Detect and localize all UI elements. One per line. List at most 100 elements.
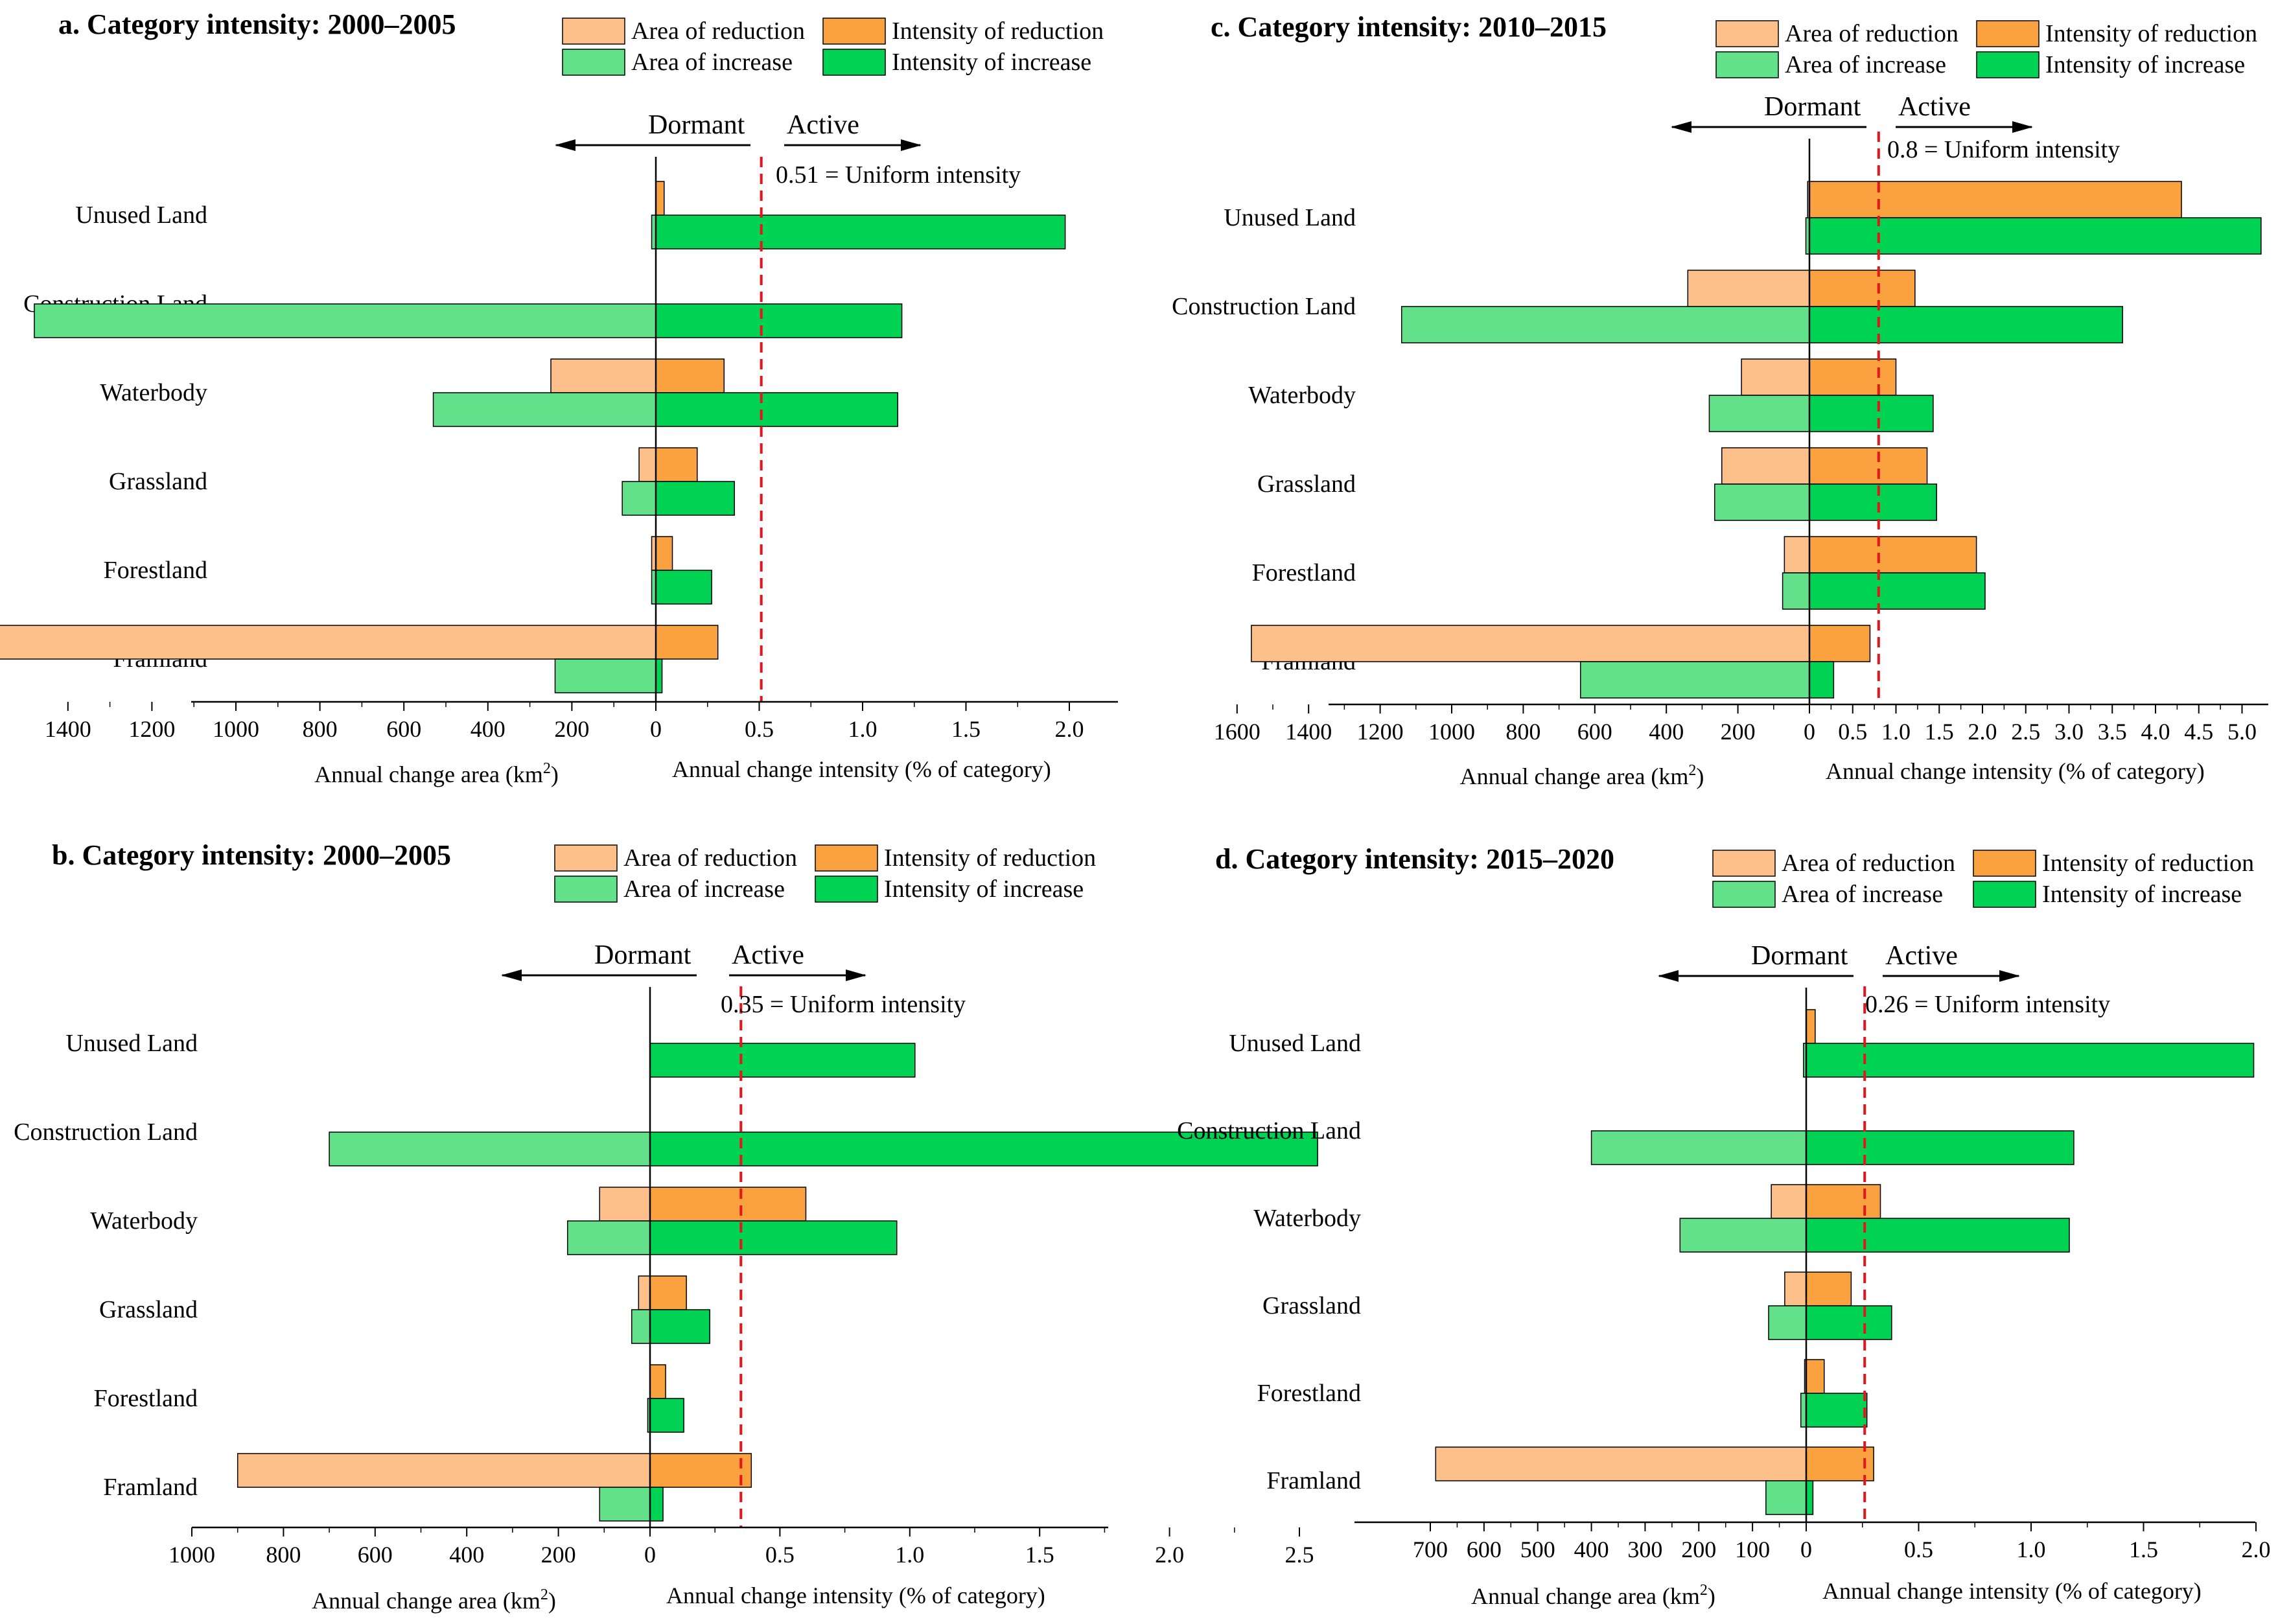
legend-swatch	[1973, 850, 2036, 877]
active-label: Active	[1898, 92, 1971, 122]
x-tick-label: 2.0	[2242, 1537, 2271, 1562]
bar-area-of-reduction	[0, 625, 657, 660]
active-label: Active	[732, 940, 804, 970]
x-tick-label: 0	[1804, 719, 1815, 745]
x-tick-label: 1200	[1357, 719, 1404, 745]
dormant-label: Dormant	[1764, 92, 1861, 122]
category-label: Construction Land	[1177, 1117, 1361, 1144]
bar-area-of-reduction	[1784, 1271, 1807, 1306]
x-tick-label: 200	[1681, 1537, 1716, 1562]
category-label: Forestland	[104, 557, 207, 584]
bar-intensity-of-increase	[1806, 1393, 1868, 1428]
area-axis-label: Annual change area (km2)	[314, 760, 559, 787]
x-tick-label: 100	[1735, 1537, 1770, 1562]
category-label: Framland	[1266, 1467, 1361, 1494]
x-tick-label: 4.5	[2184, 719, 2213, 745]
x-tick-label: 3.0	[2054, 719, 2084, 745]
bar-intensity-of-increase	[649, 1398, 684, 1433]
bar-intensity-of-increase	[649, 1043, 916, 1078]
bar-area-of-increase	[566, 1220, 651, 1255]
active-label: Active	[1885, 941, 1958, 971]
category-label: Construction Land	[1172, 293, 1356, 320]
bar-area-of-reduction	[1435, 1446, 1807, 1481]
x-tick-label: 200	[1721, 719, 1756, 745]
bar-area-of-increase	[1714, 483, 1810, 521]
uniform-intensity-label: 0.35 = Uniform intensity	[721, 991, 966, 1018]
legend-label: Area of increase	[1785, 51, 1946, 78]
x-tick-label: 2.0	[1968, 719, 1997, 745]
x-tick-label: 200	[541, 1542, 576, 1568]
bar-intensity-of-increase	[1809, 306, 2124, 343]
legend-swatch	[1976, 51, 2040, 78]
x-tick-label: 800	[266, 1542, 301, 1568]
bar-intensity-of-reduction	[1806, 1271, 1852, 1306]
bar-intensity-of-reduction	[649, 1364, 666, 1399]
bar-intensity-of-increase	[1806, 1130, 2075, 1165]
panel-title: c. Category intensity: 2010–2015	[1211, 11, 1607, 43]
dormant-arrowhead	[1658, 970, 1679, 982]
legend-label: Area of increase	[631, 49, 793, 76]
bar-area-of-increase	[1590, 1130, 1807, 1165]
bar-area-of-increase	[622, 481, 657, 516]
category-label: Grassland	[1262, 1292, 1361, 1319]
legend-swatch	[1712, 850, 1776, 877]
x-tick-label: 700	[1413, 1537, 1448, 1562]
x-tick-label: 0	[650, 716, 662, 742]
bar-intensity-of-increase	[655, 303, 903, 338]
legend-swatch	[554, 876, 618, 903]
legend-label: Intensity of increase	[892, 49, 1091, 76]
legend-swatch	[1712, 881, 1776, 908]
bar-area-of-reduction	[1687, 270, 1810, 307]
legend-label: Intensity of reduction	[2042, 850, 2254, 877]
x-tick-label: 3.5	[2098, 719, 2127, 745]
x-tick-label: 0	[1800, 1537, 1812, 1562]
legend-label: Area of increase	[1782, 881, 1943, 908]
category-label: Forestland	[1252, 559, 1356, 586]
x-tick-label: 2.5	[2011, 719, 2040, 745]
x-tick-label: 1000	[1428, 719, 1475, 745]
x-tick-label: 1200	[128, 716, 175, 742]
legend-label: Area of increase	[623, 876, 785, 903]
uniform-intensity-label: 0.51 = Uniform intensity	[776, 161, 1021, 189]
bar-area-of-reduction	[1251, 625, 1810, 662]
bar-intensity-of-increase	[655, 658, 663, 693]
category-label: Waterbody	[1248, 382, 1356, 409]
legend-swatch	[822, 49, 886, 76]
bar-area-of-reduction	[1741, 358, 1810, 396]
bar-intensity-of-increase	[649, 1131, 1318, 1166]
category-label: Grassland	[1257, 470, 1356, 498]
category-label: Construction Land	[14, 1119, 198, 1146]
x-tick-label: 5.0	[2227, 719, 2257, 745]
intensity-axis-label: Annual change intensity (% of category)	[1822, 1578, 2202, 1604]
bar-intensity-of-increase	[1806, 1043, 2255, 1078]
legend-label: Intensity of increase	[2042, 881, 2242, 908]
active-arrowhead	[901, 139, 922, 151]
bar-area-of-increase	[1401, 306, 1810, 343]
bar-intensity-of-increase	[649, 1309, 710, 1344]
bar-area-of-increase	[1782, 572, 1810, 610]
panel-c: c. Category intensity: 2010–2015 Area of …	[1172, 11, 2268, 789]
bar-area-of-increase	[34, 303, 657, 338]
bar-area-of-increase	[1708, 395, 1810, 432]
x-tick-label: 400	[1649, 719, 1684, 745]
x-tick-label: 600	[1577, 719, 1612, 745]
legend-label: Intensity of increase	[2045, 51, 2245, 78]
bar-area-of-increase	[1679, 1218, 1807, 1253]
area-axis-label: Annual change area (km2)	[1460, 762, 1704, 789]
uniform-intensity-label: 0.8 = Uniform intensity	[1887, 136, 2120, 163]
legend-label: Intensity of increase	[884, 876, 1084, 903]
category-label: Unused Land	[1229, 1030, 1361, 1057]
bar-intensity-of-reduction	[1809, 447, 1928, 485]
bar-intensity-of-increase	[655, 392, 898, 427]
bar-area-of-increase	[1765, 1480, 1807, 1515]
legend-swatch	[1976, 20, 2040, 47]
bar-intensity-of-increase	[1806, 1480, 1814, 1515]
category-label: Forestland	[94, 1385, 198, 1412]
x-tick-label: 1400	[1285, 719, 1332, 745]
bar-area-of-reduction	[599, 1187, 651, 1222]
intensity-axis-label: Annual change intensity (% of category)	[666, 1583, 1045, 1608]
x-tick-label: 600	[1467, 1537, 1502, 1562]
category-label: Framland	[103, 1474, 198, 1501]
legend-label: Area of reduction	[1782, 850, 1955, 877]
bar-area-of-reduction	[638, 1275, 651, 1310]
